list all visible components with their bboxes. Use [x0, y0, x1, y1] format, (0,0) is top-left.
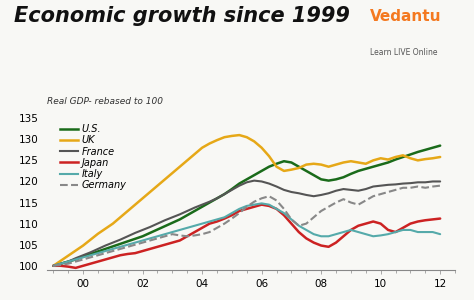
Text: Vedantu: Vedantu [370, 9, 441, 24]
Text: Learn LIVE Online: Learn LIVE Online [370, 48, 437, 57]
Text: Real GDP- rebased to 100: Real GDP- rebased to 100 [47, 98, 164, 106]
Legend: U.S., UK, France, Japan, Italy, Germany: U.S., UK, France, Japan, Italy, Germany [56, 120, 130, 194]
Text: Economic growth since 1999: Economic growth since 1999 [14, 6, 350, 26]
